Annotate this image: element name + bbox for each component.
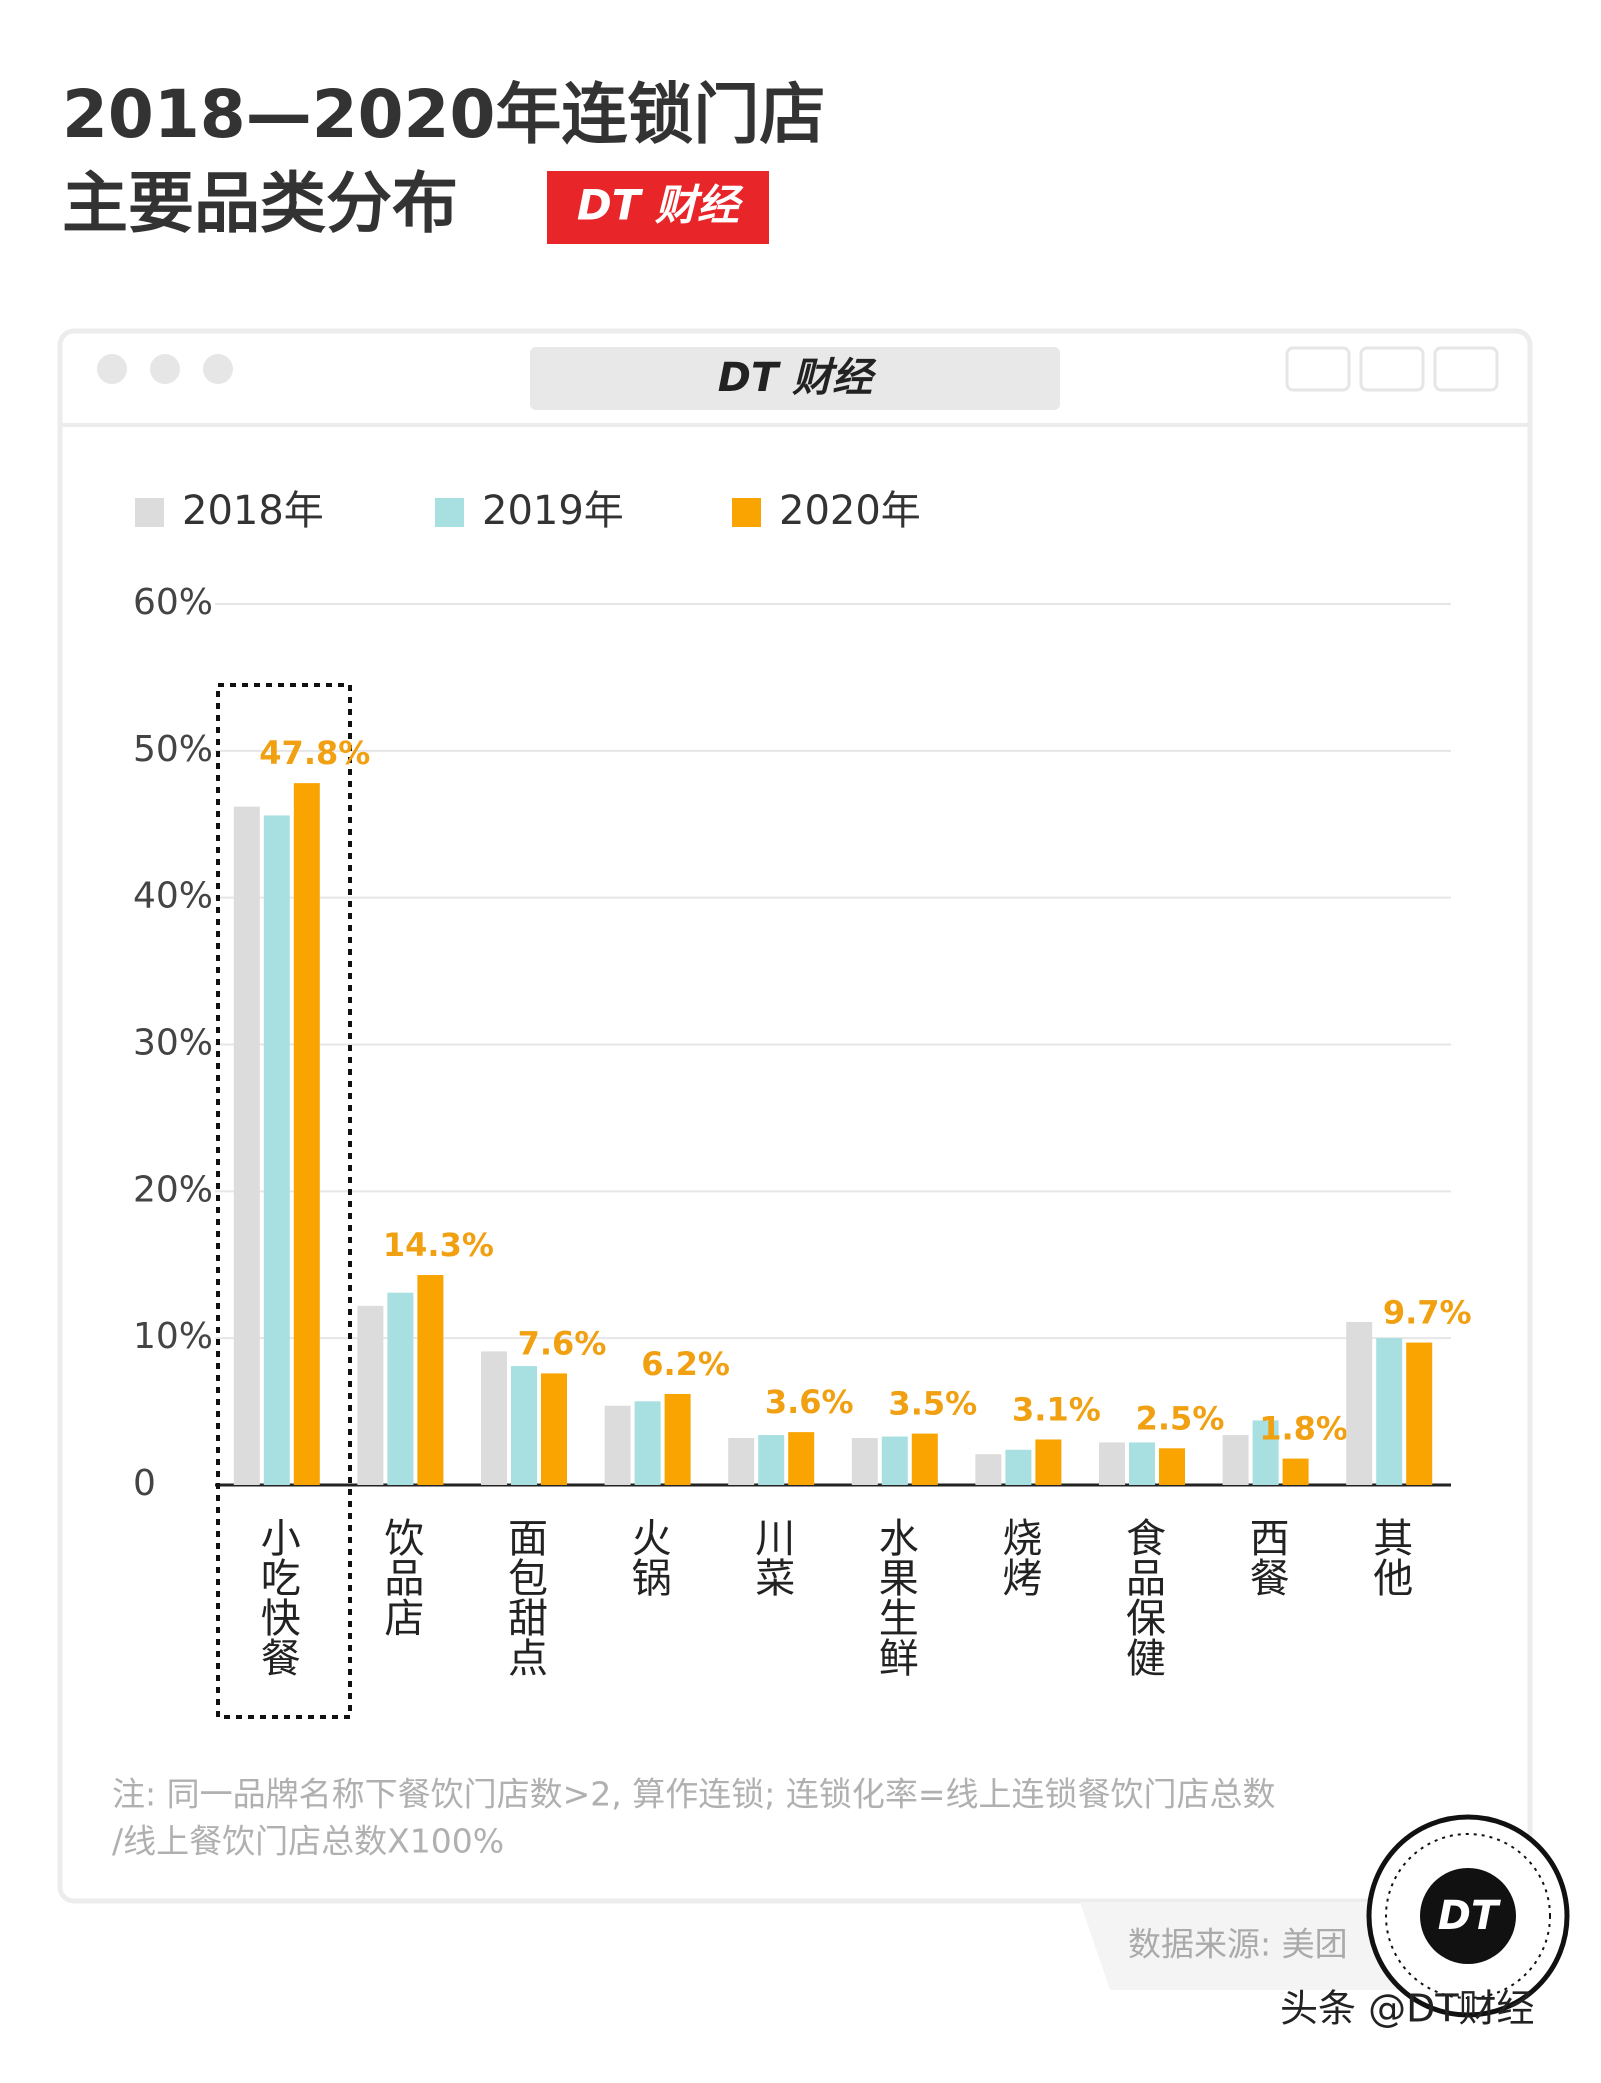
value-label: 2.5% <box>1136 1399 1225 1437</box>
logo-disc <box>1420 1868 1516 1964</box>
x-tick-label: 火锅 <box>625 1517 671 1597</box>
value-label: 1.8% <box>1259 1410 1348 1448</box>
value-label: 3.1% <box>1012 1390 1101 1428</box>
bar <box>1159 1448 1185 1485</box>
y-tick-label: 30% <box>133 1023 213 1064</box>
x-tick-label: 食品保健 <box>1119 1517 1166 1677</box>
bar <box>634 1401 661 1485</box>
bar <box>788 1432 815 1485</box>
window-title: DT 财经 <box>718 355 877 401</box>
note-line-2: /线上餐饮门店总数X100% <box>112 1822 504 1861</box>
bar <box>1222 1435 1249 1485</box>
value-label: 7.6% <box>518 1324 607 1362</box>
x-tick-label: 面包甜点 <box>501 1517 547 1677</box>
bar <box>357 1305 384 1485</box>
x-tick-label: 水果生鲜 <box>872 1517 918 1677</box>
x-tick-label: 其他 <box>1366 1517 1413 1597</box>
bar <box>1099 1442 1125 1485</box>
window-title-bg <box>530 347 1060 410</box>
value-label: 47.8% <box>259 734 370 772</box>
bar <box>387 1292 414 1485</box>
legend-label: 2020年 <box>779 488 921 534</box>
window-icon[interactable] <box>1285 346 1351 392</box>
bar <box>293 783 320 1485</box>
bar <box>263 815 290 1485</box>
bar <box>1129 1442 1155 1485</box>
y-tick-label: 0 <box>133 1463 156 1504</box>
value-label: 6.2% <box>641 1345 730 1383</box>
x-tick-label: 饮品店 <box>377 1517 424 1637</box>
chart: 2018年 2019年 2020年 0 10% 20% 30% 40% 50% 60% 小吃快餐 47… <box>133 488 1472 1719</box>
bar <box>975 1454 1002 1485</box>
bar <box>851 1438 878 1485</box>
bar <box>728 1438 755 1485</box>
value-label: 3.6% <box>765 1383 854 1421</box>
bar <box>481 1351 507 1485</box>
legend-label: 2018年 <box>182 488 324 534</box>
bar <box>1376 1338 1403 1485</box>
y-tick-label: 40% <box>133 876 213 917</box>
x-tick-label: 烧烤 <box>995 1517 1041 1597</box>
note-line-1: 注: 同一品牌名称下餐饮门店数>2, 算作连锁; 连锁化率=线上连锁餐饮门店总数 <box>112 1775 1276 1814</box>
bar <box>604 1405 631 1485</box>
bar <box>1005 1449 1032 1485</box>
logo-text: DT <box>1438 1893 1501 1939</box>
window-button[interactable] <box>203 354 233 384</box>
window-icon[interactable] <box>1359 346 1425 392</box>
x-tick-label: 川菜 <box>748 1517 794 1597</box>
bar <box>1035 1439 1062 1485</box>
bar <box>758 1435 785 1485</box>
y-tick-label: 50% <box>133 729 213 770</box>
bar <box>1346 1322 1373 1485</box>
bar <box>1282 1458 1309 1485</box>
value-label: 3.5% <box>888 1385 977 1423</box>
window-icon[interactable] <box>1433 346 1499 392</box>
logo-dots <box>1385 1833 1551 1999</box>
legend-swatch <box>135 498 164 527</box>
bar <box>417 1275 444 1485</box>
highlight-box <box>216 683 352 1719</box>
y-tick-label: 60% <box>133 582 213 623</box>
window <box>57 328 1533 1904</box>
source: 数据来源: 美团 <box>1128 1925 1348 1964</box>
bar <box>511 1366 537 1485</box>
watermark: 头条 @DT财经 <box>1280 1987 1535 2031</box>
legend-swatch <box>732 498 761 527</box>
y-tick-label: 10% <box>133 1316 213 1357</box>
x-tick-label: 小吃快餐 <box>254 1517 300 1677</box>
title-line-1: 2018—2020年连锁门店 <box>62 76 825 153</box>
legend-label: 2019年 <box>482 488 624 534</box>
title-line-2: 主要品类分布 <box>62 165 458 242</box>
badge-bg <box>547 171 769 244</box>
x-tick-label: 西餐 <box>1243 1517 1289 1597</box>
bar <box>233 806 260 1485</box>
value-label: 9.7% <box>1383 1294 1472 1332</box>
bar <box>911 1433 938 1485</box>
legend-swatch <box>435 498 464 527</box>
y-tick-label: 20% <box>133 1169 213 1210</box>
window-button[interactable] <box>97 354 127 384</box>
value-label: 14.3% <box>383 1226 494 1264</box>
bar <box>664 1393 691 1485</box>
badge: DT 财经 <box>577 181 744 230</box>
bar <box>541 1373 567 1485</box>
bar <box>1406 1342 1433 1485</box>
bar <box>881 1436 908 1485</box>
bar <box>1252 1420 1279 1485</box>
window-button[interactable] <box>150 354 180 384</box>
